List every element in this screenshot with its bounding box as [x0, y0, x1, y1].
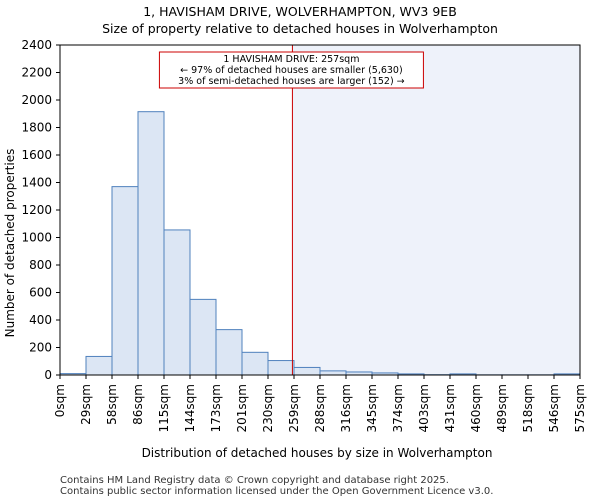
x-tick-label: 0sqm	[53, 384, 67, 417]
bars-group	[59, 111, 581, 376]
y-tick-label: 0	[44, 368, 52, 382]
bar-201sqm	[241, 351, 269, 376]
x-tick-label: 58sqm	[105, 384, 119, 425]
bar-259sqm	[293, 366, 321, 376]
y-tick-label: 600	[29, 286, 52, 300]
x-tick-label: 29sqm	[79, 384, 93, 425]
x-tick-label: 288sqm	[313, 384, 327, 432]
bar-173sqm	[215, 329, 243, 376]
x-tick-label: 518sqm	[521, 384, 535, 432]
bar-288sqm	[319, 370, 347, 376]
annotation-line-2: ← 97% of detached houses are smaller (5,…	[180, 65, 403, 76]
x-tick-label: 173sqm	[209, 384, 223, 432]
x-axis-label: Distribution of detached houses by size …	[142, 446, 493, 460]
x-axis-ticks: 0sqm 29sqm 58sqm 86sqm 115sqm 144sqm 173sqm 201…	[53, 375, 587, 432]
y-axis-ticks: 0 200 400 600 800 1000 1200 1400 1600 1800 2000 220…	[21, 38, 60, 382]
y-tick-label: 2000	[21, 93, 52, 107]
x-tick-label: 115sqm	[157, 384, 171, 432]
x-tick-label: 431sqm	[443, 384, 457, 432]
x-tick-label: 460sqm	[469, 384, 483, 432]
y-tick-label: 200	[29, 341, 52, 355]
bar-115sqm	[163, 229, 191, 376]
bar-58sqm	[111, 186, 139, 376]
x-tick-label: 403sqm	[417, 384, 431, 432]
y-tick-label: 1800	[21, 121, 52, 135]
chart-subtitle: Size of property relative to detached ho…	[102, 21, 498, 36]
annotation-line-1: 1 HAVISHAM DRIVE: 257sqm	[223, 54, 359, 65]
x-tick-label: 230sqm	[261, 384, 275, 432]
x-tick-label: 345sqm	[365, 384, 379, 432]
annotation-frame	[158, 51, 424, 89]
bar-29sqm	[85, 355, 113, 376]
x-tick-label: 374sqm	[391, 384, 405, 432]
y-tick-label: 1200	[21, 203, 52, 217]
y-tick-label: 1000	[21, 231, 52, 245]
chart-title: 1, HAVISHAM DRIVE, WOLVERHAMPTON, WV3 9E…	[143, 4, 457, 19]
shaded-larger-region	[292, 45, 580, 375]
x-tick-label: 259sqm	[287, 384, 301, 432]
y-tick-label: 1600	[21, 148, 52, 162]
footer-licence: Contains public sector information licen…	[60, 486, 493, 497]
x-tick-label: 316sqm	[339, 384, 353, 432]
bar-144sqm	[189, 298, 217, 376]
y-tick-label: 2400	[21, 38, 52, 52]
x-tick-label: 144sqm	[183, 384, 197, 432]
y-tick-label: 1400	[21, 176, 52, 190]
y-axis-label: Number of detached properties	[3, 149, 17, 338]
annotation-box: 1 HAVISHAM DRIVE: 257sqm ← 97% of detach…	[158, 51, 424, 89]
annotation-line-3: 3% of semi-detached houses are larger (1…	[178, 76, 405, 87]
x-tick-label: 489sqm	[495, 384, 509, 432]
footer-copyright: Contains HM Land Registry data © Crown c…	[60, 475, 449, 486]
bar-86sqm	[137, 111, 165, 376]
x-tick-label: 201sqm	[235, 384, 249, 432]
x-tick-label: 546sqm	[547, 384, 561, 432]
y-tick-label: 2200	[21, 66, 52, 80]
y-tick-label: 400	[29, 313, 52, 327]
y-tick-label: 800	[29, 258, 52, 272]
x-tick-label: 86sqm	[131, 384, 145, 425]
bar-230sqm	[267, 360, 295, 376]
x-tick-label: 575sqm	[573, 384, 587, 432]
